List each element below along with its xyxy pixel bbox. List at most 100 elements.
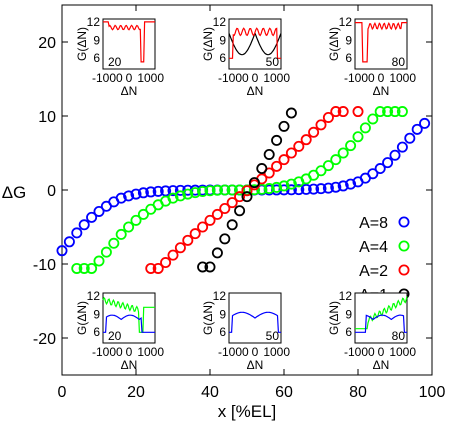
data-point <box>123 221 135 233</box>
data-point <box>285 107 297 119</box>
inset-x-tick-label: -1000 <box>344 345 375 359</box>
inset-x-tick-label: 0 <box>378 71 385 85</box>
data-point <box>300 134 312 146</box>
data-point <box>100 246 112 258</box>
data-point <box>211 184 223 196</box>
data-point <box>130 214 142 226</box>
data-point <box>234 191 246 203</box>
data-point <box>322 160 334 172</box>
data-point <box>86 262 98 274</box>
inset-label: 50 <box>266 329 280 343</box>
data-point <box>300 183 312 195</box>
inset-label: 80 <box>392 55 406 69</box>
data-point <box>271 134 283 146</box>
data-point <box>263 183 275 195</box>
inset-x-tick-label: 1000 <box>137 71 164 85</box>
inset-y-label: G(ΔN) <box>327 301 341 335</box>
x-tick-label: 100 <box>419 384 446 401</box>
data-point <box>308 126 320 138</box>
x-tick-label: 40 <box>201 384 219 401</box>
data-point <box>226 184 238 196</box>
data-point <box>345 178 357 190</box>
data-point <box>337 180 349 192</box>
legend: A=8A=4A=2A=1 <box>359 215 410 304</box>
data-point <box>152 185 164 197</box>
data-point <box>56 245 68 257</box>
data-point <box>182 184 194 196</box>
data-point <box>293 140 305 152</box>
inset-x-tick-label: 0 <box>126 71 133 85</box>
data-point <box>115 228 127 240</box>
inset-top-center: 6 9 12 -1000 0 1000 G(ΔN) ΔN 50 <box>201 15 290 98</box>
y-axis-label: ΔG <box>2 183 27 202</box>
inset-x-label: ΔN <box>373 84 390 98</box>
data-point <box>226 197 238 209</box>
inset-curve <box>355 314 407 333</box>
inset-bottom-center: 6 9 12 -1000 0 1000 G(ΔN) ΔN 50 <box>201 289 290 372</box>
inset-x-tick-label: -1000 <box>92 345 123 359</box>
x-tick-label: 20 <box>127 384 145 401</box>
data-point <box>219 184 231 196</box>
data-point <box>71 262 83 274</box>
legend-label: A=8 <box>359 215 388 232</box>
inset-x-label: ΔN <box>247 84 264 98</box>
x-tick-label: 0 <box>58 384 67 401</box>
inset-y-label: G(ΔN) <box>75 27 89 61</box>
data-point <box>278 180 290 192</box>
data-point <box>137 208 149 220</box>
inset-label: 50 <box>266 55 280 69</box>
data-point <box>315 165 327 177</box>
data-point <box>367 168 379 180</box>
data-point <box>86 211 98 223</box>
inset-curve <box>229 27 281 59</box>
legend-marker <box>398 216 410 228</box>
data-point <box>248 184 260 196</box>
inset-label: 20 <box>108 329 122 343</box>
data-point <box>271 160 283 172</box>
data-point <box>345 140 357 152</box>
inset-y-label: G(ΔN) <box>201 301 215 335</box>
data-point <box>352 106 364 118</box>
y-tick-label: -10 <box>33 257 56 274</box>
inset-x-tick-label: 1000 <box>389 345 416 359</box>
inset-x-tick-label: 1000 <box>263 71 290 85</box>
data-point <box>374 163 386 175</box>
inset-curve <box>102 296 155 333</box>
inset-y-tick-label: 9 <box>93 307 100 321</box>
data-point <box>285 178 297 190</box>
inset-y-tick-label: 12 <box>87 289 101 303</box>
legend-label: A=4 <box>359 239 388 256</box>
data-point <box>330 106 342 118</box>
data-point <box>330 154 342 166</box>
data-point <box>93 205 105 217</box>
data-point <box>219 233 231 245</box>
data-point <box>278 120 290 132</box>
data-point <box>315 183 327 195</box>
data-point <box>278 184 290 196</box>
x-axis-label: x [%EL] <box>218 402 277 421</box>
data-point <box>285 147 297 159</box>
data-point <box>167 185 179 197</box>
inset-x-label: ΔN <box>373 358 390 372</box>
inset-y-label: G(ΔN) <box>201 27 215 61</box>
data-point <box>389 106 401 118</box>
data-point <box>337 147 349 159</box>
data-point <box>337 106 349 118</box>
inset-label: 20 <box>108 55 122 69</box>
data-point <box>197 185 209 197</box>
data-point <box>204 261 216 273</box>
data-point <box>108 237 120 249</box>
inset-x-label: ΔN <box>121 84 138 98</box>
inset-y-tick-label: 12 <box>339 15 353 29</box>
inset-curve <box>355 296 408 330</box>
data-point <box>278 154 290 166</box>
inset-x-tick-label: -1000 <box>218 71 249 85</box>
data-point <box>241 191 253 203</box>
data-point <box>315 119 327 131</box>
data-point <box>204 214 216 226</box>
data-point <box>322 182 334 194</box>
y-tick-label: 20 <box>38 35 56 52</box>
inset-y-tick-label: 6 <box>219 325 226 339</box>
